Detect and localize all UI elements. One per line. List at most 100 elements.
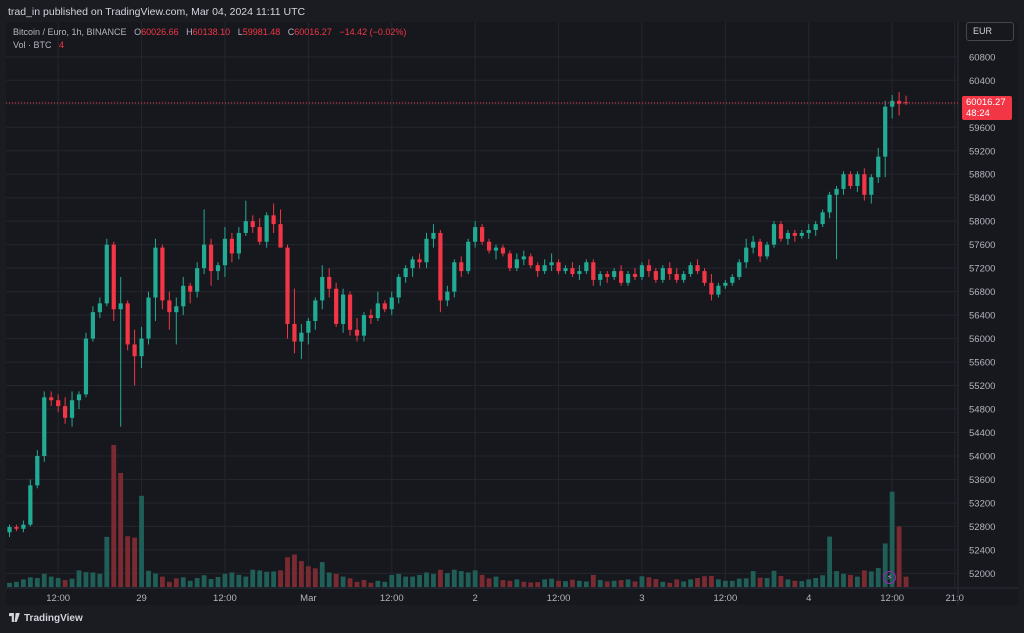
candle-body [285,247,290,324]
volume-bar [173,578,179,587]
candle-body [21,524,26,529]
candle-body [876,156,881,178]
y-tick-label: 53200 [969,498,995,509]
volume-bar [48,576,54,587]
volume-bar [76,570,82,587]
candle-body [507,253,512,269]
currency-button[interactable]: EUR [966,22,1014,41]
volume-bar [34,578,40,587]
volume-bar [792,580,798,587]
volume-bar [479,574,485,587]
volume-bar [257,570,263,587]
candle-body [83,338,89,395]
volume-value: 4 [59,40,65,50]
volume-bar [757,577,763,587]
volume-bar [83,572,89,587]
low-label: L [237,27,243,37]
volume-bar [896,526,902,587]
volume-bar [166,581,172,587]
last-price-tag: 60016.27 48:24 [962,96,1012,120]
candle-body [758,241,763,257]
candle-body [188,285,193,292]
candle-body [222,238,228,266]
candle-body [521,256,526,260]
volume-bar [299,561,304,587]
candle-body [7,527,12,533]
volume-bar [563,581,568,587]
candle-body [445,291,450,301]
candle-body [125,303,130,345]
lightning-icon[interactable]: ⚡ [883,571,896,584]
candle-body [243,221,248,233]
candle-body [549,262,554,266]
y-tick-label: 54400 [969,428,995,439]
volume-bar [438,569,443,587]
last-price-value: 60016.27 [966,97,1006,108]
y-tick-label: 56800 [969,287,995,298]
volume-bar [271,571,276,587]
candle-body [806,229,811,233]
bar-countdown: 48:24 [966,108,990,119]
candle-body [14,527,19,529]
symbol-title[interactable]: Bitcoin / Euro, 1h, BINANCE [13,27,127,37]
chart-frame[interactable] [6,22,1018,605]
volume-bar [111,445,117,587]
candle-body [341,294,346,324]
volume-bar [903,576,909,587]
candle-body [764,244,770,257]
volume-bar [62,580,68,587]
volume-bar [340,576,346,587]
candle-body [619,271,624,283]
x-tick-label: 3 [639,593,644,604]
candle-body [299,332,304,342]
candle-body [639,265,645,277]
x-tick-label: 12:00 [547,593,571,604]
volume-bar [855,576,860,587]
volume-bar [326,572,332,587]
y-tick-label: 54800 [969,405,995,416]
change-value: −14.42 (−0.02%) [339,27,407,37]
candle-body [257,227,262,242]
candle-body [153,247,158,298]
volume-bar [417,574,422,587]
volume-bar [194,578,200,587]
candle-body [792,232,797,236]
volume-bar [695,578,700,587]
volume-bar [354,581,360,587]
open-value: 60026.66 [141,27,179,37]
volume-bar [319,562,325,587]
candle-body [834,188,839,195]
candle-body [598,274,603,280]
y-tick-label: 52800 [969,522,995,533]
candle-body [723,282,728,286]
candle-body [674,274,679,280]
y-tick-label: 52000 [969,569,995,580]
candle-body [681,274,686,280]
y-tick-label: 60400 [969,76,995,87]
volume-bar [250,569,256,587]
candle-body [236,232,241,254]
candle-body [632,274,638,277]
candle-body [389,297,394,310]
volume-label[interactable]: Vol · BTC [13,40,52,50]
candle-body [785,232,790,239]
volume-bar [875,567,881,587]
volume-bar [702,576,707,587]
volume-bar [146,570,151,587]
brand-name: TradingView [24,613,83,624]
volume-bar [583,581,589,587]
candle-body [646,265,651,272]
candle-body [438,232,443,301]
candle-body [584,262,589,272]
brand-logo[interactable]: TradingView [9,613,83,624]
volume-bar [243,576,249,587]
volume-bar [389,574,395,587]
candle-body [139,338,144,357]
volume-bar [841,573,846,587]
volume-bar [868,571,874,587]
volume-bar [215,576,221,587]
volume-bar [264,571,270,587]
volume-bar [382,581,388,587]
candle-body [688,265,693,275]
